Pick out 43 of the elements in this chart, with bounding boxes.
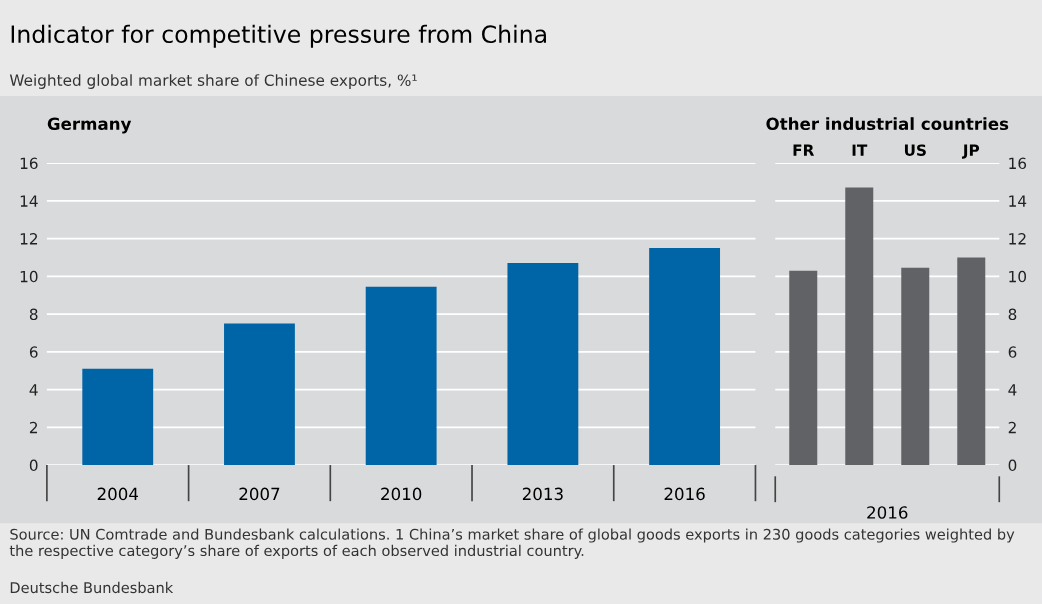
x-tick-label: FR	[793, 144, 815, 156]
y-tick-label: 12	[20, 233, 38, 245]
x-tick-label: JP	[961, 144, 980, 159]
y-tick-label: 8	[29, 308, 38, 321]
y-tick-label: 8	[1008, 308, 1017, 321]
y-tick-label: 0	[1008, 459, 1017, 472]
y-tick-label: 2	[1008, 421, 1016, 434]
y-tick-label: 16	[20, 157, 38, 170]
bar	[365, 286, 437, 466]
chart-subtitle: Weighted global market share of Chinese exports, %¹	[9, 74, 417, 89]
x-tick-label: 2004	[97, 487, 139, 501]
x-axis-title: 2016	[867, 506, 908, 519]
x-tick-label: US	[904, 144, 926, 156]
y-tick-label: 6	[29, 346, 38, 358]
y-tick-label: 12	[1009, 233, 1026, 245]
bar	[845, 187, 874, 466]
y-tick-label: 14	[1009, 195, 1027, 207]
source-note: Source: UN Comtrade and Bundesbank calculations. 1 China’s market share of global goods exports in 230 goods categories weighted by the respective category’s share of exports of each observed industrial country.	[9, 528, 1015, 559]
x-tick-label: 2016	[664, 487, 705, 501]
text: Germany	[47, 117, 132, 134]
y-tick-label: 2	[29, 421, 38, 434]
text: Deutsche Bundesbank	[10, 581, 174, 594]
chart-title: Indicator for competitive pressure from China	[11, 24, 546, 48]
x-tick-label: 2007	[239, 487, 280, 501]
bar	[507, 263, 579, 466]
bar	[82, 368, 154, 466]
y-tick-label: 6	[1008, 346, 1017, 358]
y-tick-label: 0	[29, 459, 38, 472]
y-tick-label: 4	[1008, 384, 1017, 396]
chart-title: Other industrial countries	[766, 117, 1009, 131]
y-tick-label: 4	[29, 384, 38, 396]
y-tick-label: 16	[1009, 157, 1027, 170]
bar	[224, 323, 295, 466]
y-tick-label: 10	[20, 270, 38, 283]
y-tick-label: 14	[20, 195, 38, 207]
bar	[789, 270, 818, 466]
x-tick-label: IT	[852, 144, 868, 156]
bar	[649, 248, 721, 466]
x-tick-label: 2013	[522, 487, 563, 501]
x-tick-label: 2010	[381, 487, 422, 501]
bar	[957, 257, 986, 466]
bar	[901, 267, 930, 466]
y-tick-label: 10	[1009, 270, 1027, 283]
